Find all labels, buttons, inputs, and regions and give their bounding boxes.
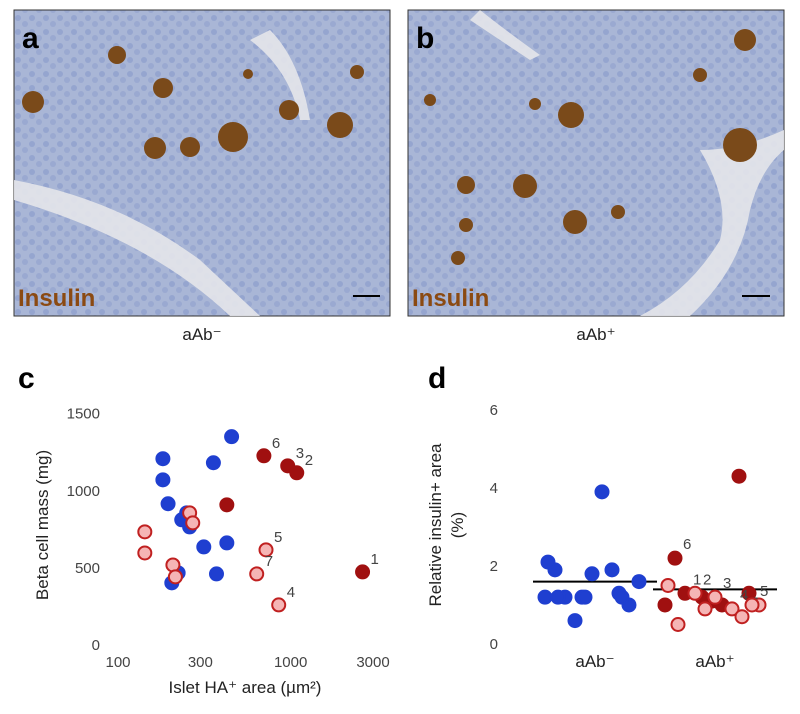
y-tick-label: 0 bbox=[490, 636, 498, 653]
point-label: 4 bbox=[740, 587, 748, 604]
point bbox=[537, 589, 553, 605]
point bbox=[271, 597, 287, 613]
point bbox=[224, 429, 240, 445]
point bbox=[594, 484, 610, 500]
x-tick-label: aAb⁺ bbox=[695, 652, 734, 671]
y-tick-label: 500 bbox=[75, 560, 100, 577]
point bbox=[604, 562, 620, 578]
point bbox=[167, 569, 183, 585]
panel-letter: d bbox=[428, 362, 446, 395]
point bbox=[707, 589, 723, 605]
x-tick-label: 1000 bbox=[274, 654, 307, 671]
point-label: 1 bbox=[371, 551, 379, 568]
point bbox=[667, 550, 683, 566]
point bbox=[577, 589, 593, 605]
point bbox=[670, 616, 686, 632]
point bbox=[657, 597, 673, 613]
point-label: 2 bbox=[703, 571, 711, 588]
micrograph-a bbox=[13, 9, 391, 317]
x-tick-label: aAb⁻ bbox=[575, 652, 614, 671]
point bbox=[137, 545, 153, 561]
point bbox=[540, 554, 556, 570]
panel-caption: aAb⁺ bbox=[576, 325, 615, 344]
panel-letter: a bbox=[22, 22, 39, 55]
point-label: 6 bbox=[272, 435, 280, 452]
point bbox=[256, 448, 272, 464]
y-tick-label: 1500 bbox=[67, 406, 100, 423]
point bbox=[567, 613, 583, 629]
point bbox=[614, 589, 630, 605]
point bbox=[731, 468, 747, 484]
point bbox=[219, 497, 235, 513]
point bbox=[550, 589, 566, 605]
micrograph-b bbox=[407, 9, 785, 317]
point-label: 5 bbox=[760, 583, 768, 600]
stain-label: Insulin bbox=[18, 285, 95, 312]
point-label: 3 bbox=[723, 575, 731, 592]
y-tick-label: 2 bbox=[490, 558, 498, 575]
panel-caption: aAb⁻ bbox=[182, 325, 221, 344]
point bbox=[744, 597, 760, 613]
point-label: 5 bbox=[274, 529, 282, 546]
y-axis-label: (%) bbox=[448, 512, 467, 538]
point bbox=[185, 515, 201, 531]
y-axis-label: Beta cell mass (mg) bbox=[33, 450, 52, 600]
point bbox=[687, 585, 703, 601]
point bbox=[219, 535, 235, 551]
point bbox=[289, 465, 305, 481]
y-axis-label: Relative insulin+ area bbox=[426, 443, 445, 607]
y-tick-label: 0 bbox=[92, 637, 100, 654]
point-label: 3 bbox=[296, 445, 304, 462]
x-tick-label: 3000 bbox=[356, 654, 389, 671]
point bbox=[697, 601, 713, 617]
point bbox=[196, 539, 212, 555]
point bbox=[165, 557, 181, 573]
point bbox=[249, 566, 265, 582]
point bbox=[258, 542, 274, 558]
point-label: 4 bbox=[287, 584, 295, 601]
y-tick-label: 4 bbox=[490, 480, 498, 497]
point-label: 2 bbox=[305, 452, 313, 469]
point-label: 1 bbox=[693, 571, 701, 588]
point bbox=[724, 601, 740, 617]
point bbox=[160, 496, 176, 512]
point-label: 6 bbox=[683, 536, 691, 553]
point bbox=[205, 455, 221, 471]
point bbox=[660, 577, 676, 593]
y-tick-label: 1000 bbox=[67, 483, 100, 500]
point-label: 7 bbox=[265, 553, 273, 570]
stain-label: Insulin bbox=[412, 285, 489, 312]
point bbox=[355, 564, 371, 580]
point bbox=[155, 472, 171, 488]
x-tick-label: 100 bbox=[105, 654, 130, 671]
panel-letter: c bbox=[18, 362, 35, 395]
point bbox=[155, 451, 171, 467]
point bbox=[734, 609, 750, 625]
x-tick-label: 300 bbox=[188, 654, 213, 671]
point bbox=[137, 524, 153, 540]
y-tick-label: 6 bbox=[490, 402, 498, 419]
x-axis-label: Islet HA⁺ area (µm²) bbox=[169, 678, 322, 697]
panel-letter: b bbox=[416, 22, 434, 55]
point bbox=[208, 566, 224, 582]
point bbox=[584, 566, 600, 582]
point bbox=[631, 574, 647, 590]
